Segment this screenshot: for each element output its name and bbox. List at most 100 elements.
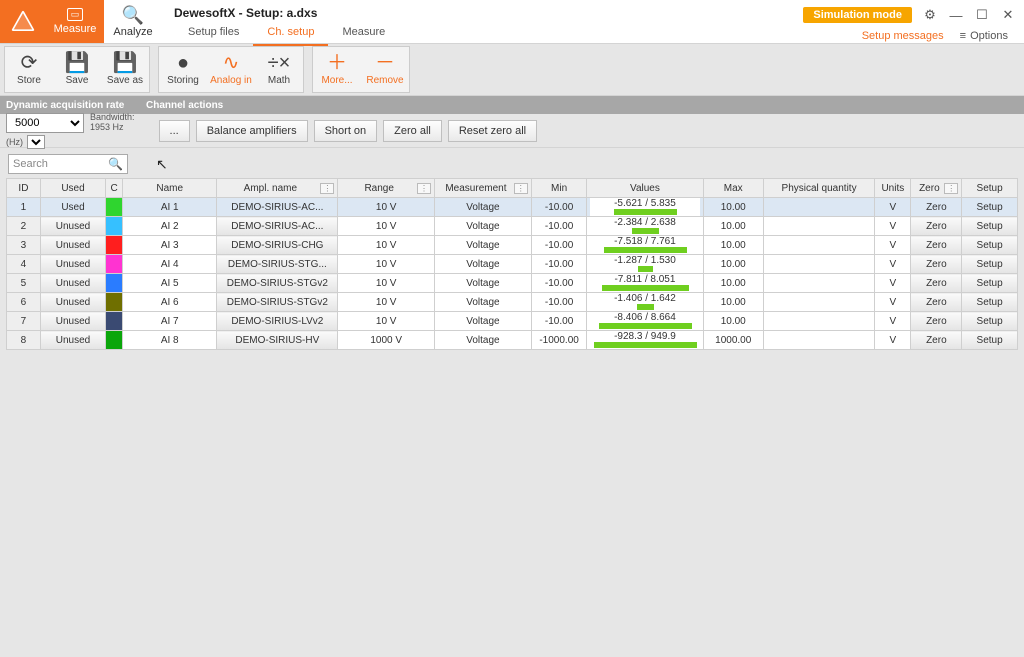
col-zero-header[interactable]: Zero⋮	[911, 179, 962, 198]
row-setup-button[interactable]: Setup	[962, 217, 1018, 236]
row-color-chip[interactable]	[106, 236, 123, 255]
cfg-zero-all-button[interactable]: Zero all	[383, 120, 442, 142]
ribbon-math-button[interactable]: ÷×Math	[255, 47, 303, 92]
col-measurement-header[interactable]: Measurement⋮	[435, 179, 532, 198]
row-setup-button[interactable]: Setup	[962, 255, 1018, 274]
row-color-chip[interactable]	[106, 312, 123, 331]
window-maximize-icon[interactable]: ☐	[974, 7, 990, 23]
col-used-header[interactable]: Used	[40, 179, 105, 198]
col-menu-icon[interactable]: ⋮	[417, 183, 431, 194]
row-used-toggle[interactable]: Unused	[40, 236, 105, 255]
row-color-chip[interactable]	[106, 217, 123, 236]
sample-rate-select[interactable]: 5000	[6, 113, 84, 133]
rate-unit-select[interactable]	[27, 135, 45, 149]
row-amplifier[interactable]: DEMO-SIRIUS-AC...	[217, 217, 338, 236]
row-color-chip[interactable]	[106, 255, 123, 274]
row-used-toggle[interactable]: Unused	[40, 293, 105, 312]
col-units-header[interactable]: Units	[875, 179, 911, 198]
ribbon-remove-button[interactable]: －Remove	[361, 47, 409, 92]
col-id-header[interactable]: ID	[7, 179, 41, 198]
col-name-header[interactable]: Name	[123, 179, 217, 198]
row-amplifier[interactable]: DEMO-SIRIUS-LVv2	[217, 312, 338, 331]
tab-setup-files[interactable]: Setup files	[174, 20, 253, 46]
row-zero-button[interactable]: Zero	[911, 217, 962, 236]
channel-row[interactable]: 5UnusedAI 5DEMO-SIRIUS-STGv210 VVoltage-…	[7, 274, 1018, 293]
row-used-toggle[interactable]: Unused	[40, 255, 105, 274]
row-zero-button[interactable]: Zero	[911, 331, 962, 350]
cfg-reset-zero-all-button[interactable]: Reset zero all	[448, 120, 537, 142]
col-min-header[interactable]: Min	[531, 179, 587, 198]
window-minimize-icon[interactable]: —	[948, 8, 964, 23]
row-color-chip[interactable]	[106, 274, 123, 293]
row-used-toggle[interactable]: Unused	[40, 331, 105, 350]
options-link[interactable]: ≡Options	[960, 26, 1016, 42]
row-name[interactable]: AI 1	[123, 198, 217, 217]
cfg-short-on-button[interactable]: Short on	[314, 120, 378, 142]
mode-analyze-button[interactable]: 🔍 Analyze	[104, 0, 162, 43]
ribbon-analog-in-button[interactable]: ∿Analog in	[207, 47, 255, 92]
row-amplifier[interactable]: DEMO-SIRIUS-STGv2	[217, 274, 338, 293]
row-setup-button[interactable]: Setup	[962, 293, 1018, 312]
channel-row[interactable]: 8UnusedAI 8DEMO-SIRIUS-HV1000 VVoltage-1…	[7, 331, 1018, 350]
col-physical-quantity-header[interactable]: Physical quantity	[763, 179, 874, 198]
channel-row[interactable]: 3UnusedAI 3DEMO-SIRIUS-CHG10 VVoltage-10…	[7, 236, 1018, 255]
row-used-toggle[interactable]: Used	[40, 198, 105, 217]
col-values-header[interactable]: Values	[587, 179, 703, 198]
row-setup-button[interactable]: Setup	[962, 331, 1018, 350]
gear-icon[interactable]: ⚙	[922, 7, 938, 23]
col-ampl-name-header[interactable]: Ampl. name⋮	[217, 179, 338, 198]
row-name[interactable]: AI 3	[123, 236, 217, 255]
mode-measure-button[interactable]: ▭ Measure	[46, 0, 104, 43]
row-name[interactable]: AI 5	[123, 274, 217, 293]
row-setup-button[interactable]: Setup	[962, 236, 1018, 255]
row-zero-button[interactable]: Zero	[911, 198, 962, 217]
row-zero-button[interactable]: Zero	[911, 274, 962, 293]
row-name[interactable]: AI 8	[123, 331, 217, 350]
row-name[interactable]: AI 2	[123, 217, 217, 236]
cfg-balance-amplifiers-button[interactable]: Balance amplifiers	[196, 120, 308, 142]
channel-row[interactable]: 2UnusedAI 2DEMO-SIRIUS-AC...10 VVoltage-…	[7, 217, 1018, 236]
setup-messages-link[interactable]: Setup messages	[862, 26, 950, 42]
row-setup-button[interactable]: Setup	[962, 198, 1018, 217]
channel-row[interactable]: 1UsedAI 1DEMO-SIRIUS-AC...10 VVoltage-10…	[7, 198, 1018, 217]
col-range-header[interactable]: Range⋮	[338, 179, 435, 198]
channel-row[interactable]: 4UnusedAI 4DEMO-SIRIUS-STG...10 VVoltage…	[7, 255, 1018, 274]
col-setup-header[interactable]: Setup	[962, 179, 1018, 198]
row-used-toggle[interactable]: Unused	[40, 312, 105, 331]
row-name[interactable]: AI 4	[123, 255, 217, 274]
row-name[interactable]: AI 6	[123, 293, 217, 312]
row-zero-button[interactable]: Zero	[911, 293, 962, 312]
ribbon-save-button[interactable]: 💾Save	[53, 47, 101, 92]
row-color-chip[interactable]	[106, 331, 123, 350]
row-name[interactable]: AI 7	[123, 312, 217, 331]
row-setup-button[interactable]: Setup	[962, 274, 1018, 293]
channel-row[interactable]: 6UnusedAI 6DEMO-SIRIUS-STGv210 VVoltage-…	[7, 293, 1018, 312]
col-max-header[interactable]: Max	[703, 179, 763, 198]
row-amplifier[interactable]: DEMO-SIRIUS-STGv2	[217, 293, 338, 312]
ribbon-storing-button[interactable]: ●Storing	[159, 47, 207, 92]
search-input[interactable]: Search 🔍	[8, 154, 128, 174]
ribbon-more--button[interactable]: ＋More...	[313, 47, 361, 92]
col-menu-icon[interactable]: ⋮	[514, 183, 528, 194]
col-c-header[interactable]: C	[106, 179, 123, 198]
row-color-chip[interactable]	[106, 293, 123, 312]
row-color-chip[interactable]	[106, 198, 123, 217]
col-menu-icon[interactable]: ⋮	[944, 183, 958, 194]
ribbon-store-button[interactable]: ⟳Store	[5, 47, 53, 92]
ribbon-save-as-button[interactable]: 💾Save as	[101, 47, 149, 92]
cfg---button[interactable]: ...	[159, 120, 190, 142]
row-amplifier[interactable]: DEMO-SIRIUS-CHG	[217, 236, 338, 255]
channel-row[interactable]: 7UnusedAI 7DEMO-SIRIUS-LVv210 VVoltage-1…	[7, 312, 1018, 331]
row-zero-button[interactable]: Zero	[911, 312, 962, 331]
row-amplifier[interactable]: DEMO-SIRIUS-HV	[217, 331, 338, 350]
window-close-icon[interactable]: ✕	[1000, 7, 1016, 23]
row-amplifier[interactable]: DEMO-SIRIUS-AC...	[217, 198, 338, 217]
tab-measure[interactable]: Measure	[328, 20, 399, 46]
row-used-toggle[interactable]: Unused	[40, 274, 105, 293]
row-setup-button[interactable]: Setup	[962, 312, 1018, 331]
tab-ch-setup[interactable]: Ch. setup	[253, 20, 328, 46]
col-menu-icon[interactable]: ⋮	[320, 183, 334, 194]
row-amplifier[interactable]: DEMO-SIRIUS-STG...	[217, 255, 338, 274]
row-zero-button[interactable]: Zero	[911, 236, 962, 255]
row-used-toggle[interactable]: Unused	[40, 217, 105, 236]
